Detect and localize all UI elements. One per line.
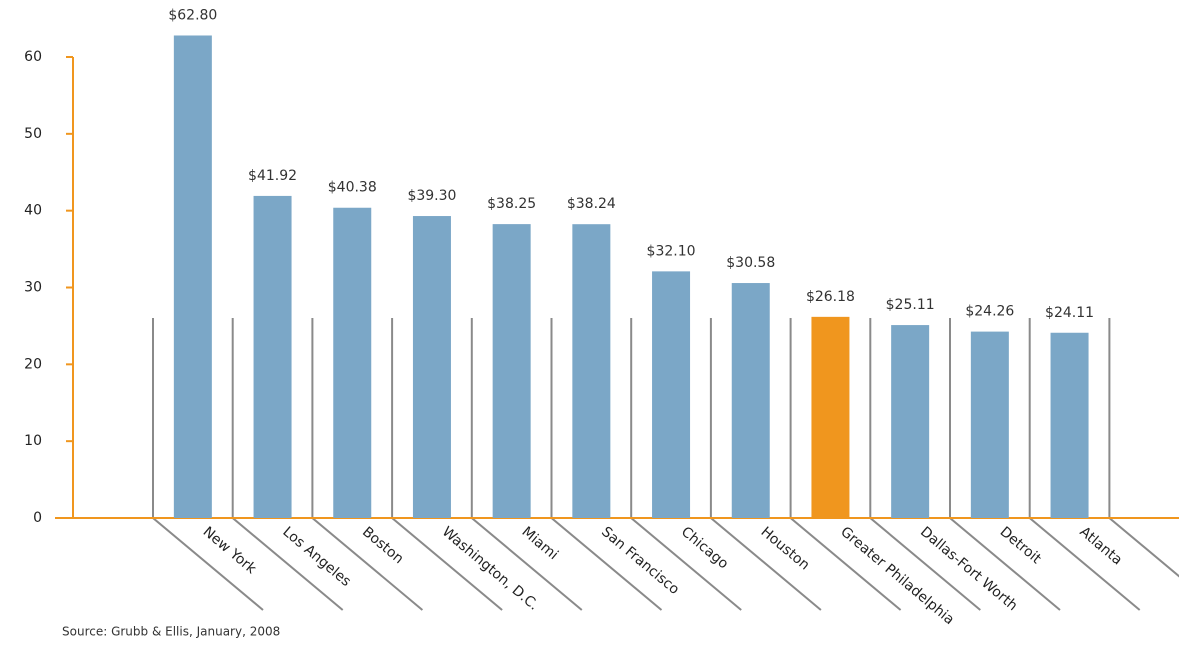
value-label: $40.38 [328, 180, 377, 196]
divider [1108, 318, 1179, 578]
source-note: Source: Grubb & Ellis, January, 2008 [62, 625, 280, 639]
value-label: $24.26 [965, 304, 1014, 320]
bar [173, 35, 212, 519]
value-label: $38.25 [487, 196, 536, 212]
bar [412, 216, 451, 519]
y-tick-label: 20 [24, 356, 42, 372]
value-label: $41.92 [248, 168, 297, 184]
bar [1050, 332, 1089, 518]
bar [572, 224, 611, 518]
bar [891, 325, 930, 518]
y-tick-label: 50 [24, 126, 42, 142]
y-tick-label: 60 [24, 49, 42, 65]
y-tick-label: 40 [24, 203, 42, 219]
x-tick-label: Los Angeles [279, 524, 353, 590]
value-label: $38.24 [567, 196, 616, 212]
value-label: $25.11 [886, 297, 935, 313]
bar [970, 331, 1009, 518]
y-tick-label: 10 [24, 433, 42, 449]
bar [652, 271, 691, 518]
value-label: $39.30 [407, 188, 456, 204]
x-tick-label: Boston [359, 524, 406, 567]
bar [811, 316, 850, 518]
value-label: $26.18 [806, 289, 855, 305]
x-tick-label: Houston [758, 524, 813, 574]
bar [492, 224, 531, 519]
bar [333, 207, 372, 518]
value-label: $62.80 [168, 7, 217, 23]
value-label: $24.11 [1045, 305, 1094, 321]
value-label: $30.58 [726, 255, 775, 271]
x-tick-label: Atlanta [1076, 524, 1125, 569]
x-tick-label: Detroit [997, 524, 1045, 568]
bar [731, 283, 770, 518]
bar [253, 195, 292, 518]
y-tick-label: 30 [24, 280, 42, 296]
x-tick-label: Miami [519, 524, 562, 563]
y-tick-label: 0 [33, 510, 42, 526]
value-label: $32.10 [647, 243, 696, 259]
x-tick-label: San Francisco [598, 524, 682, 598]
